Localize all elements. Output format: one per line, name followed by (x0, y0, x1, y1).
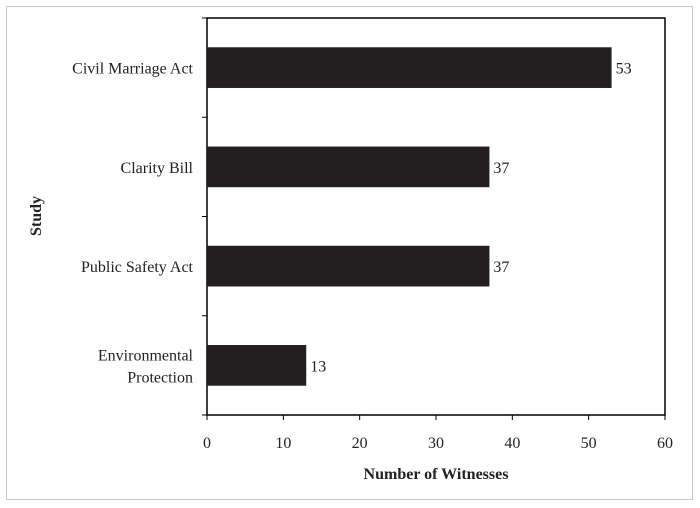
category-label: Clarity Bill (121, 160, 194, 177)
category-label: Civil Marriage Act (72, 61, 193, 78)
x-tick-label: 40 (504, 435, 520, 452)
data-labels-group: 53 37 37 13 (310, 61, 631, 376)
data-label: 37 (493, 160, 509, 177)
y-axis-ticks (202, 17, 207, 416)
x-axis-title: Number of Witnesses (364, 466, 509, 483)
bar (207, 345, 307, 386)
data-label: 37 (493, 259, 509, 276)
bars-group (207, 47, 612, 386)
y-axis-title: Study (28, 196, 45, 236)
x-tick-label: 60 (657, 435, 673, 452)
bar (207, 245, 490, 287)
y-axis-category-labels: Civil Marriage Act Clarity Bill Public Saf… (72, 61, 193, 387)
bar (207, 146, 490, 188)
x-tick-label: 30 (428, 435, 444, 452)
category-label: Environmental Protection (98, 347, 194, 386)
x-tick-label: 50 (581, 435, 597, 452)
category-label: Public Safety Act (81, 259, 194, 276)
data-label: 13 (310, 358, 326, 375)
bar (207, 47, 612, 88)
x-tick-label: 20 (352, 435, 368, 452)
data-label: 53 (616, 61, 632, 78)
x-tick-label: 0 (203, 435, 211, 452)
x-tick-label: 10 (275, 435, 291, 452)
x-axis-ticks: 0 10 20 30 40 50 60 (203, 415, 673, 452)
